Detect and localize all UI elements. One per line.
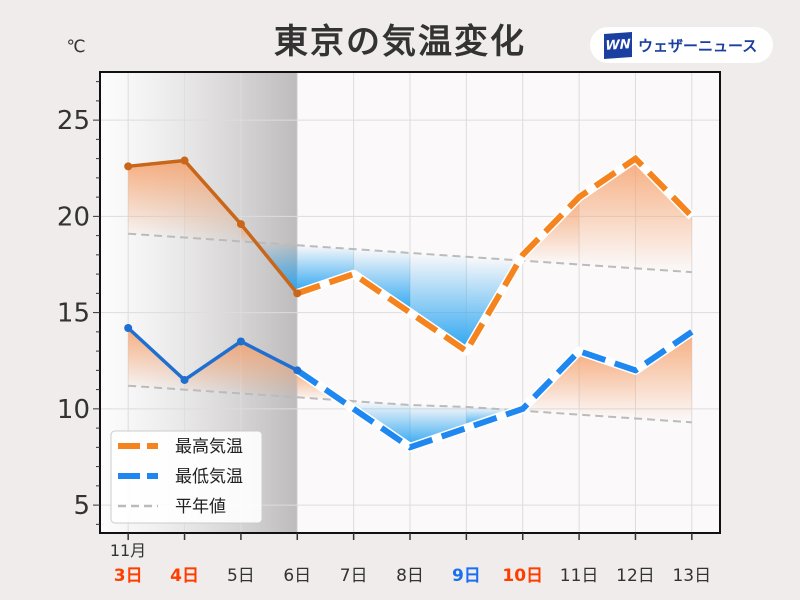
below-normal-fill — [410, 252, 467, 352]
y-tick-label: 20 — [57, 202, 90, 232]
low-forecast-line — [295, 329, 694, 451]
legend: 最高気温 最低気温 平年値 — [110, 430, 263, 524]
above-normal-fill — [635, 331, 692, 423]
y-tick-label: 15 — [57, 299, 90, 329]
x-tick-label: 5日 — [227, 566, 255, 586]
above-normal-fill — [579, 158, 636, 269]
legend-label-normal: 平年値 — [175, 497, 226, 517]
x-tick-label: 4日 — [170, 566, 199, 586]
y-axis-unit: ℃ — [66, 37, 85, 57]
x-tick-label: 10日 — [502, 566, 543, 586]
y-tick-label: 5 — [73, 491, 90, 521]
high-observed-line — [128, 158, 299, 295]
x-tick-label: 8日 — [396, 566, 424, 586]
below-normal-fill — [297, 245, 354, 294]
high-data-point — [180, 156, 189, 165]
low-data-point — [236, 337, 245, 346]
y-tick-label: 25 — [57, 106, 90, 136]
x-tick-label: 7日 — [340, 566, 368, 586]
weathernews-logo: WN ウェザーニュース — [590, 27, 773, 63]
above-normal-fill — [128, 328, 185, 390]
logo-text: ウェザーニュース — [638, 37, 758, 55]
x-tick-label: 6日 — [283, 566, 311, 586]
above-normal-fill — [128, 160, 185, 238]
chart-title: 東京の気温変化 — [274, 22, 526, 62]
high-data-point — [236, 220, 245, 229]
low-observed-line — [126, 326, 299, 382]
above-normal-fill — [184, 160, 241, 242]
legend-label-high: 最高気温 — [175, 437, 243, 457]
high-data-point — [124, 162, 133, 171]
above-normal-fill — [240, 341, 298, 398]
x-tick-label: 9日 — [452, 566, 481, 586]
legend-label-low: 最低気温 — [175, 467, 243, 487]
y-tick-label: 10 — [57, 395, 90, 425]
low-data-point — [124, 324, 133, 333]
x-tick-label: 11日 — [560, 566, 599, 586]
x-tick-label: 12日 — [616, 566, 655, 586]
normal-high-line — [128, 232, 692, 274]
low-data-point — [180, 375, 189, 384]
low-data-point — [293, 366, 302, 375]
above-normal-fill — [635, 158, 692, 273]
x-tick-label: 3日 — [114, 566, 143, 586]
below-normal-fill — [410, 404, 467, 448]
high-data-point — [293, 289, 302, 298]
above-normal-fill — [184, 341, 241, 394]
x-tick-label: 13日 — [672, 566, 711, 586]
month-label: 11月 — [110, 541, 146, 560]
below-normal-fill — [353, 249, 410, 313]
normal-low-line — [128, 384, 692, 424]
high-forecast-line — [296, 154, 694, 356]
